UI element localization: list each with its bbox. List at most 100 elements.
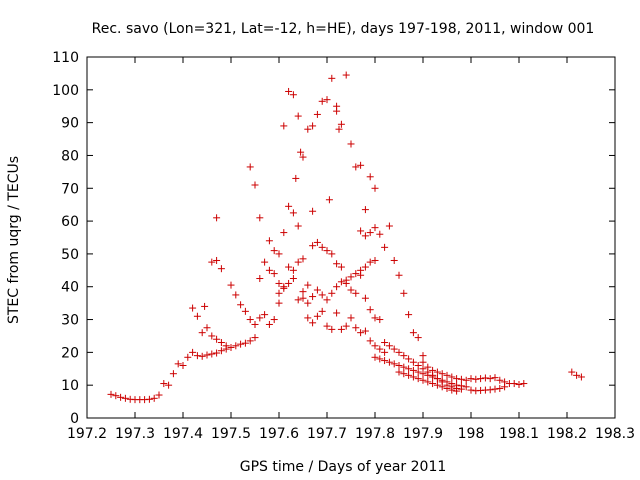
data-point [323, 96, 331, 104]
data-point [333, 283, 341, 291]
data-point [400, 363, 408, 371]
y-tick: 50 [61, 247, 615, 263]
data-point [453, 387, 461, 395]
x-tick: 197.9 [403, 57, 443, 442]
data-point [433, 381, 441, 389]
data-point [275, 299, 283, 307]
data-point [342, 322, 350, 330]
x-tick-label: 197.9 [403, 426, 443, 442]
chart-title: Rec. savo (Lon=321, Lat=-12, h=HE), days… [92, 21, 595, 37]
data-point [256, 275, 264, 283]
data-point [414, 375, 422, 383]
data-point [376, 230, 384, 238]
data-point [289, 266, 297, 274]
data-point [361, 294, 369, 302]
data-point [337, 325, 345, 333]
data-point [309, 207, 317, 215]
x-tick: 198 [458, 57, 484, 442]
y-tick: 20 [61, 345, 615, 361]
data-point [568, 368, 576, 376]
data-point [429, 366, 437, 374]
data-point [457, 385, 465, 393]
data-point [366, 173, 374, 181]
data-point [395, 271, 403, 279]
data-point [155, 391, 163, 399]
data-point [443, 384, 451, 392]
x-tick: 198.3 [595, 57, 635, 442]
data-point [333, 260, 341, 268]
data-point [294, 222, 302, 230]
data-point [385, 342, 393, 350]
data-point [304, 125, 312, 133]
data-point [169, 370, 177, 378]
data-point [486, 386, 494, 394]
data-point [328, 250, 336, 258]
plot-frame [86, 56, 616, 419]
x-tick: 197.7 [307, 57, 347, 442]
x-tick-label: 197.4 [163, 426, 203, 442]
data-point [366, 306, 374, 314]
data-point [299, 153, 307, 161]
data-point [337, 278, 345, 286]
data-point [577, 373, 585, 381]
data-point [414, 361, 422, 369]
x-tick-label: 198.1 [499, 426, 539, 442]
data-point [328, 325, 336, 333]
data-point [313, 110, 321, 118]
data-points [107, 71, 585, 404]
data-point [208, 332, 216, 340]
x-tick-label: 197.7 [307, 426, 347, 442]
data-point [285, 279, 293, 287]
data-point [371, 353, 379, 361]
data-point [385, 222, 393, 230]
data-point [335, 125, 343, 133]
y-tick-label: 80 [61, 148, 79, 164]
y-tick-label: 0 [70, 411, 79, 427]
data-point [241, 339, 249, 347]
data-point [304, 299, 312, 307]
data-point [486, 375, 494, 383]
data-point [232, 342, 240, 350]
data-point [179, 361, 187, 369]
data-point [333, 309, 341, 317]
x-tick: 197.5 [211, 57, 251, 442]
data-point [573, 371, 581, 379]
x-tick-label: 197.8 [355, 426, 395, 442]
data-point [299, 255, 307, 263]
data-point [261, 258, 269, 266]
data-point [457, 375, 465, 383]
data-point [342, 71, 350, 79]
data-point [289, 209, 297, 217]
data-point [270, 247, 278, 255]
data-point [390, 256, 398, 264]
data-point [419, 352, 427, 360]
data-point [361, 327, 369, 335]
data-point [203, 324, 211, 332]
data-point [193, 312, 201, 320]
data-point [309, 122, 317, 130]
data-point [357, 266, 365, 274]
data-point [390, 360, 398, 368]
data-point [347, 314, 355, 322]
data-point [453, 375, 461, 383]
data-point [472, 375, 480, 383]
data-point [270, 316, 278, 324]
data-point [419, 376, 427, 384]
axis-ticks: 197.2 197.3 197.4 197.5 197.6 197.7 197.8 197.9… [52, 50, 635, 442]
data-point [217, 265, 225, 273]
data-point [318, 291, 326, 299]
data-point [275, 289, 283, 297]
data-point [145, 395, 153, 403]
y-tick-label: 50 [61, 247, 79, 263]
data-point [237, 301, 245, 309]
data-point [405, 311, 413, 319]
data-point [405, 371, 413, 379]
data-point [323, 296, 331, 304]
data-point [496, 384, 504, 392]
data-point [433, 375, 441, 383]
data-point [227, 281, 235, 289]
data-point [462, 376, 470, 384]
data-point [405, 355, 413, 363]
x-tick: 197.6 [259, 57, 299, 442]
data-point [347, 273, 355, 281]
